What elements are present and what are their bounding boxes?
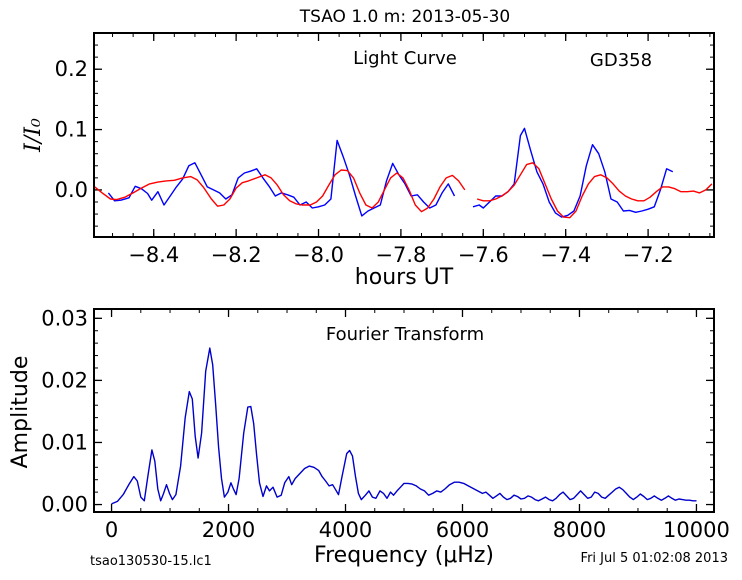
x-tick-label: 6000 (436, 518, 489, 542)
series-0-segment-1 (472, 127, 674, 218)
object-label: GD358 (590, 50, 652, 71)
x-tick-label: 0 (105, 518, 118, 542)
x-tick-label: 10000 (663, 518, 730, 542)
footer-file: tsao130530-15.lc1 (90, 554, 212, 569)
light-curve-ticks: −8.4 −8.2 −8.0 −7.8 −7.6 −7.4 −7.2 0.0 0.1 0.2 (55, 32, 714, 267)
fourier-frame (93, 308, 715, 513)
y-tick-label: 0.00 (41, 493, 88, 517)
x-tick-label: 2000 (202, 518, 255, 542)
x-tick-label: 8000 (553, 518, 606, 542)
series-1-segment-0 (93, 169, 466, 213)
light-curve-panel: −8.4 −8.2 −8.0 −7.8 −7.6 −7.4 −7.2 0.0 0.1 0.2 Li… (21, 32, 715, 290)
x-tick-label: −7.4 (540, 243, 591, 267)
x-tick-label: −8.2 (211, 243, 262, 267)
light-curve-label: Light Curve (353, 48, 457, 69)
fourier-ticks: 0 2000 4000 6000 8000 10000 0.00 0.01 0.02 0.03 (41, 306, 730, 542)
x-tick-label: −8.4 (128, 243, 179, 267)
x-tick-label: −7.8 (375, 243, 426, 267)
fourier-label: Fourier Transform (326, 324, 484, 345)
series-0-segment-0 (107, 139, 456, 217)
y-tick-label: 0.2 (55, 57, 88, 81)
light-curve-frame (93, 32, 715, 238)
x-tick-label: −8.0 (293, 243, 344, 267)
x-tick-label: −7.2 (623, 243, 674, 267)
x-tick-label: −7.6 (458, 243, 509, 267)
light-curve-ylabel: I/I₀ (21, 118, 46, 153)
series-1-segment-1 (476, 162, 713, 219)
figure-title: TSAO 1.0 m: 2013-05-30 (299, 7, 511, 27)
fourier-ylabel: Amplitude (8, 356, 33, 469)
fourier-panel: 0 2000 4000 6000 8000 10000 0.00 0.01 0.02 0.03 F… (8, 306, 730, 568)
y-tick-label: 0.0 (55, 178, 88, 202)
light-curve-lines (93, 127, 713, 219)
y-tick-label: 0.02 (41, 368, 88, 392)
y-tick-label: 0.1 (55, 118, 88, 142)
x-tick-label: 4000 (319, 518, 372, 542)
fourier-xlabel: Frequency (μHz) (314, 543, 494, 568)
fourier-lines (111, 347, 697, 505)
light-curve-xlabel: hours UT (355, 265, 454, 290)
series-0-segment-0 (111, 347, 697, 505)
footer-date: Fri Jul 5 01:02:08 2013 (581, 551, 728, 566)
y-tick-label: 0.01 (41, 430, 88, 454)
y-tick-label: 0.03 (41, 306, 88, 330)
